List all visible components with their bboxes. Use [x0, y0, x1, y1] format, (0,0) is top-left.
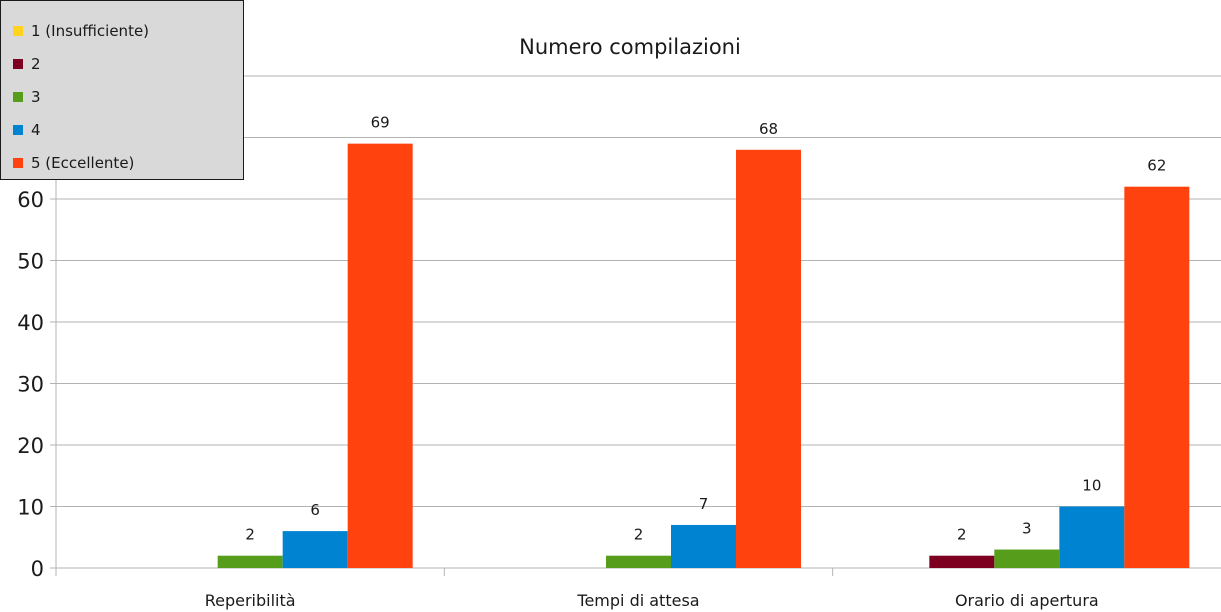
- legend-label: 3: [31, 88, 41, 106]
- bar: [1059, 506, 1125, 568]
- data-label: 7: [699, 495, 709, 513]
- legend: 1 (Insufficiente) 2 3 4 5 (Eccellente): [0, 0, 244, 180]
- data-label: 62: [1147, 157, 1166, 175]
- legend-label: 5 (Eccellente): [31, 154, 135, 172]
- bar: [606, 555, 671, 568]
- bar: [1124, 186, 1190, 568]
- legend-swatch: [13, 158, 23, 168]
- y-tick-label: 40: [17, 311, 44, 335]
- bar: [994, 549, 1060, 568]
- legend-swatch: [13, 92, 23, 102]
- data-labels: 2 6 69 2 7 68 2 3 10 62: [245, 114, 1166, 544]
- data-label: 2: [634, 526, 644, 544]
- bar: [736, 149, 801, 569]
- legend-item: 5 (Eccellente): [13, 153, 134, 173]
- data-label: 10: [1082, 477, 1101, 495]
- bars: [217, 143, 1190, 569]
- data-label: 69: [371, 114, 390, 132]
- chart-title: Numero compilazioni: [519, 35, 741, 59]
- y-tick-label: 0: [31, 557, 44, 581]
- x-tick-label: Orario di apertura: [955, 591, 1099, 610]
- legend-item: 3: [13, 87, 41, 107]
- legend-item: 1 (Insufficiente): [13, 21, 149, 41]
- y-tick-label: 60: [17, 188, 44, 212]
- x-axis-ticks: Reperibilità Tempi di attesa Orario di ape…: [205, 568, 1099, 610]
- bar: [347, 143, 413, 568]
- legend-label: 2: [31, 55, 41, 73]
- bar: [671, 524, 736, 568]
- data-label: 2: [957, 526, 967, 544]
- data-label: 6: [310, 501, 320, 519]
- legend-label: 1 (Insufficiente): [31, 22, 150, 40]
- data-label: 3: [1022, 520, 1032, 538]
- x-tick-label: Reperibilità: [205, 591, 296, 610]
- y-tick-label: 30: [17, 373, 44, 397]
- y-tick-label: 10: [17, 496, 44, 520]
- bar: [929, 555, 995, 568]
- legend-swatch: [13, 26, 23, 36]
- y-tick-label: 20: [17, 434, 44, 458]
- bar: [282, 531, 348, 568]
- legend-swatch: [13, 59, 23, 69]
- bar: [217, 555, 283, 568]
- data-label: 68: [759, 120, 778, 138]
- y-tick-label: 50: [17, 250, 44, 274]
- data-label: 2: [245, 526, 255, 544]
- legend-item: 2: [13, 54, 41, 74]
- legend-label: 4: [31, 121, 41, 139]
- gridlines: [50, 75, 1221, 576]
- legend-item: 4: [13, 120, 41, 140]
- legend-swatch: [13, 125, 23, 135]
- x-tick-label: Tempi di attesa: [576, 591, 699, 610]
